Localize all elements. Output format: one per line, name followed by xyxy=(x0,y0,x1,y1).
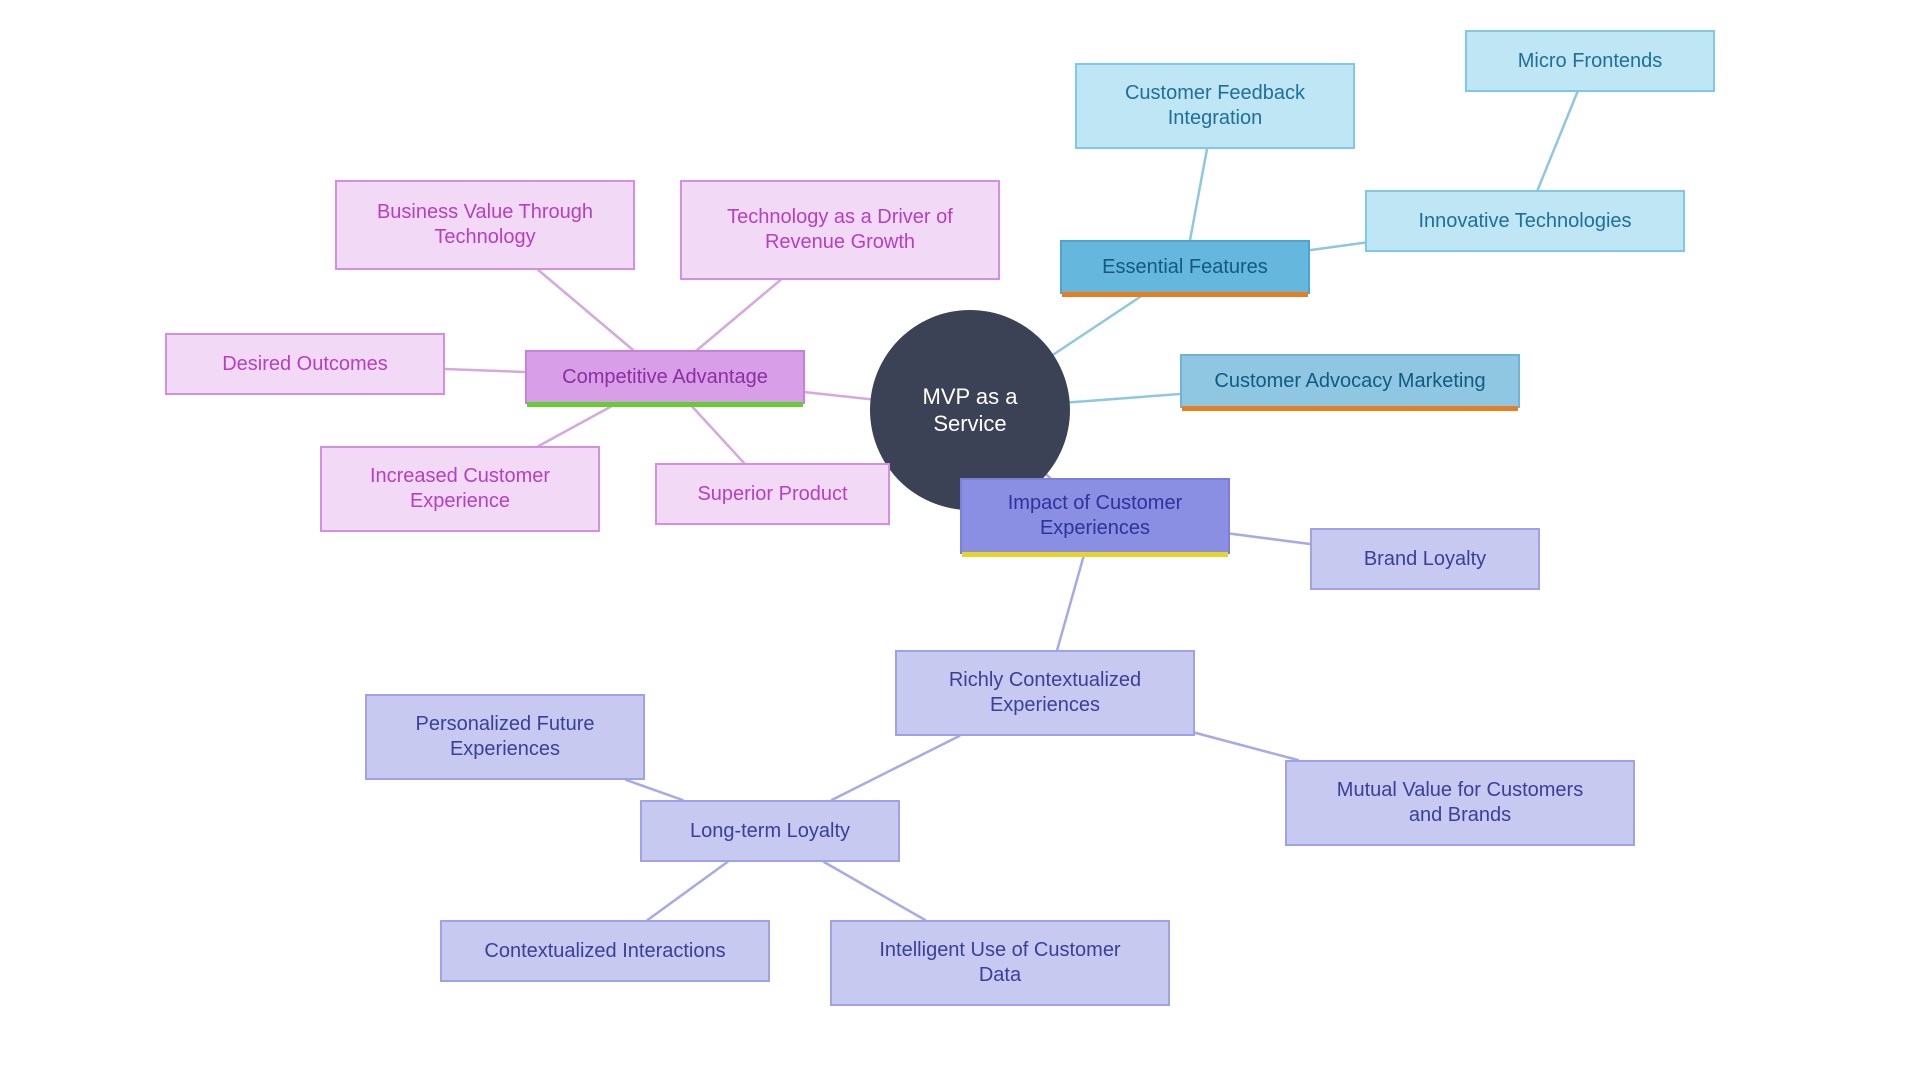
node-label: Intelligent Use of Customer Data xyxy=(879,938,1120,988)
node-label: Richly Contextualized Experiences xyxy=(949,668,1141,718)
node-richly: Richly Contextualized Experiences xyxy=(895,650,1195,736)
node-label: Superior Product xyxy=(697,482,847,507)
node-incr_cx: Increased Customer Experience xyxy=(320,446,600,532)
mindmap-stage: MVP as a Service Competitive Advantage Bus… xyxy=(0,0,1920,1080)
edge xyxy=(1190,149,1207,240)
node-label: Increased Customer Experience xyxy=(370,464,550,514)
edge xyxy=(805,392,871,399)
node-label: Competitive Advantage xyxy=(562,365,768,390)
node-label: Customer Advocacy Marketing xyxy=(1214,369,1485,394)
edge xyxy=(697,280,780,350)
node-label: Innovative Technologies xyxy=(1418,209,1631,234)
node-micro: Micro Frontends xyxy=(1465,30,1715,92)
node-underline xyxy=(962,552,1228,557)
edge xyxy=(832,736,960,800)
edge xyxy=(1195,733,1298,760)
node-longterm: Long-term Loyalty xyxy=(640,800,900,862)
node-contextualized: Contextualized Interactions xyxy=(440,920,770,982)
node-personalized: Personalized Future Experiences xyxy=(365,694,645,780)
node-label: Contextualized Interactions xyxy=(484,939,725,964)
edge xyxy=(538,270,633,350)
edge xyxy=(539,404,616,446)
edge xyxy=(690,404,744,463)
node-underline xyxy=(1182,406,1518,411)
node-label: Mutual Value for Customers and Brands xyxy=(1337,778,1583,828)
node-mutual: Mutual Value for Customers and Brands xyxy=(1285,760,1635,846)
node-advocacy: Customer Advocacy Marketing xyxy=(1180,354,1520,408)
node-label: Micro Frontends xyxy=(1518,49,1663,74)
node-superior: Superior Product xyxy=(655,463,890,525)
node-label: Customer Feedback Integration xyxy=(1125,81,1305,131)
node-label: MVP as a Service xyxy=(884,383,1056,438)
edge xyxy=(1070,394,1180,402)
node-innov: Innovative Technologies xyxy=(1365,190,1685,252)
node-tech_driver: Technology as a Driver of Revenue Growth xyxy=(680,180,1000,280)
node-label: Impact of Customer Experiences xyxy=(1008,491,1183,541)
edge xyxy=(1538,92,1578,190)
node-impact: Impact of Customer Experiences xyxy=(960,478,1230,554)
edge xyxy=(1310,243,1365,250)
node-comp_adv: Competitive Advantage xyxy=(525,350,805,404)
node-underline xyxy=(1062,292,1308,297)
node-brand_loyalty: Brand Loyalty xyxy=(1310,528,1540,590)
node-label: Personalized Future Experiences xyxy=(416,712,595,762)
node-underline xyxy=(527,402,803,407)
node-label: Technology as a Driver of Revenue Growth xyxy=(727,205,953,255)
node-cfi: Customer Feedback Integration xyxy=(1075,63,1355,149)
edge xyxy=(1053,294,1144,355)
node-intelligent: Intelligent Use of Customer Data xyxy=(830,920,1170,1006)
edge xyxy=(1057,554,1084,650)
edge xyxy=(648,862,728,920)
edge xyxy=(445,369,525,372)
node-label: Long-term Loyalty xyxy=(690,819,850,844)
node-essential: Essential Features xyxy=(1060,240,1310,294)
node-label: Business Value Through Technology xyxy=(377,200,593,250)
edge xyxy=(824,862,925,920)
node-biz_value: Business Value Through Technology xyxy=(335,180,635,270)
node-desired: Desired Outcomes xyxy=(165,333,445,395)
node-label: Desired Outcomes xyxy=(222,352,388,377)
node-label: Essential Features xyxy=(1102,255,1268,280)
node-label: Brand Loyalty xyxy=(1364,547,1486,572)
edge xyxy=(626,780,682,800)
edge xyxy=(1230,534,1310,544)
